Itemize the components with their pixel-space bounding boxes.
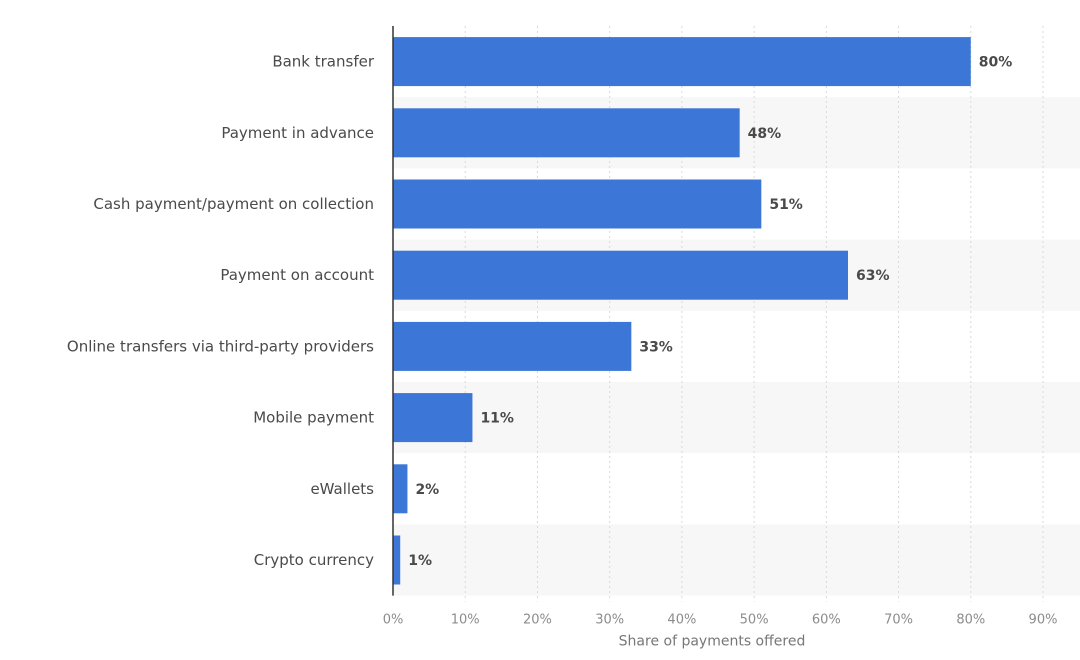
bar xyxy=(393,321,632,371)
value-label: 1% xyxy=(408,553,432,569)
row-band xyxy=(393,524,1080,596)
category-label: Crypto currency xyxy=(254,551,374,569)
x-tick-label: 60% xyxy=(812,613,841,628)
value-label: 48% xyxy=(748,126,782,142)
category-label: eWallets xyxy=(310,480,374,498)
bar xyxy=(393,535,401,585)
category-label: Cash payment/payment on collection xyxy=(93,195,374,213)
category-label: Payment on account xyxy=(220,266,374,284)
bar xyxy=(393,37,971,87)
x-tick-label: 20% xyxy=(523,613,552,628)
x-tick-label: 80% xyxy=(956,613,985,628)
category-label: Payment in advance xyxy=(221,124,374,142)
x-tick-label: 40% xyxy=(667,613,696,628)
x-tick-label: 30% xyxy=(595,613,624,628)
bar xyxy=(393,393,473,443)
value-label: 51% xyxy=(769,197,803,213)
bar xyxy=(393,250,848,300)
x-tick-label: 0% xyxy=(383,613,404,628)
category-label: Mobile payment xyxy=(253,409,374,427)
bar xyxy=(393,108,740,158)
category-label: Bank transfer xyxy=(272,53,375,71)
value-label: 63% xyxy=(856,268,890,284)
category-label: Online transfers via third-party provide… xyxy=(67,337,374,355)
value-label: 11% xyxy=(480,411,514,427)
x-tick-label: 70% xyxy=(884,613,913,628)
value-label: 33% xyxy=(639,339,673,355)
x-tick-label: 10% xyxy=(451,613,480,628)
value-label: 2% xyxy=(415,482,439,498)
bar xyxy=(393,179,762,229)
x-tick-label: 50% xyxy=(740,613,769,628)
bar xyxy=(393,464,408,514)
value-label: 80% xyxy=(979,55,1013,71)
x-axis-title: Share of payments offered xyxy=(619,634,806,650)
row-band xyxy=(393,382,1080,454)
x-tick-label: 90% xyxy=(1029,613,1058,628)
